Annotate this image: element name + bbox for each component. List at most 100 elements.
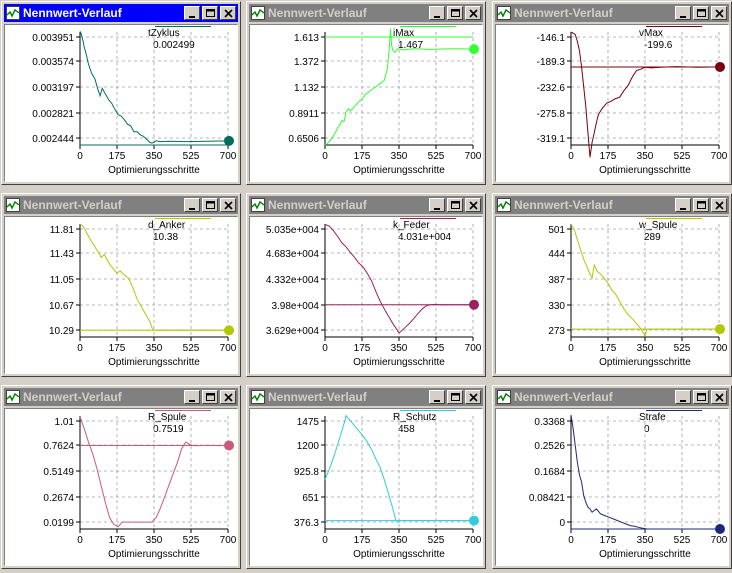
- plot-area: iMax 1.467 1.613 1.372 1.132 0.8911 0.6506 0 175…: [249, 24, 483, 182]
- x-tick-label: 175: [600, 343, 617, 354]
- maximize-button[interactable]: [447, 390, 463, 404]
- maximize-button[interactable]: [202, 198, 218, 212]
- minimize-button[interactable]: [429, 198, 445, 212]
- chart-app-icon: [497, 198, 511, 212]
- minimize-button[interactable]: [184, 390, 200, 404]
- close-button[interactable]: [465, 390, 481, 404]
- series-line: [79, 223, 228, 331]
- close-button[interactable]: [711, 198, 727, 212]
- minimize-icon: [680, 208, 686, 210]
- minimize-button[interactable]: [184, 198, 200, 212]
- y-tick-label: 5.035e+004: [266, 225, 320, 236]
- title-bar[interactable]: Nennwert-Verlauf: [4, 196, 238, 214]
- close-button[interactable]: [220, 6, 236, 20]
- window-title: Nennwert-Verlauf: [514, 198, 613, 212]
- chart-window-1[interactable]: Nennwert-Verlauf iMax 1.467 1.613 1.372 1.132…: [246, 1, 486, 185]
- x-tick-label: 350: [146, 535, 163, 546]
- title-bar[interactable]: Nennwert-Verlauf: [495, 4, 729, 22]
- minimize-button[interactable]: [675, 6, 691, 20]
- chart-app-icon: [251, 6, 265, 20]
- x-tick-label: 525: [674, 343, 691, 354]
- close-button[interactable]: [711, 390, 727, 404]
- title-bar[interactable]: Nennwert-Verlauf: [249, 4, 483, 22]
- window-title: Nennwert-Verlauf: [23, 390, 122, 404]
- line-chart: vMax-199.6 -146.1 -189.3 -232.6 -275.8 -319.1…: [537, 26, 728, 176]
- parameter-name: d_Anker: [148, 220, 186, 231]
- parameter-value: 289: [644, 232, 661, 243]
- plot-area: w_Spule 289 501 444 387 330 273 0 175 350 525 700 Op…: [495, 216, 729, 374]
- close-icon: [224, 201, 233, 210]
- title-bar[interactable]: Nennwert-Verlauf: [249, 388, 483, 406]
- current-value-marker: [224, 325, 234, 336]
- x-tick-label: 175: [354, 535, 371, 546]
- chart-window-8[interactable]: Nennwert-Verlauf Strafe 0 0.3368 0.2526 0.168…: [492, 385, 732, 569]
- x-tick-label: 175: [600, 535, 617, 546]
- maximize-button[interactable]: [693, 198, 709, 212]
- chart-window-4[interactable]: Nennwert-Verlauf k_Feder 4.031e+004 5.035e+…: [246, 193, 486, 377]
- window-title: Nennwert-Verlauf: [268, 6, 367, 20]
- chart-window-6[interactable]: Nennwert-Verlauf R_Spule 0.7519 1.01 0.7624 0…: [1, 385, 241, 569]
- parameter-value: 0.002499: [153, 40, 195, 51]
- x-tick-label: 0: [77, 343, 83, 354]
- maximize-icon: [206, 201, 215, 209]
- y-tick-label: 651: [302, 493, 319, 504]
- close-button[interactable]: [220, 390, 236, 404]
- title-bar[interactable]: Nennwert-Verlauf: [495, 388, 729, 406]
- close-button[interactable]: [465, 198, 481, 212]
- x-tick-label: 350: [637, 151, 654, 162]
- chart-window-0[interactable]: Nennwert-Verlauf tZyklus 0.002499 0.003951 0…: [1, 1, 241, 185]
- parameter-value: 0.7519: [153, 424, 184, 435]
- y-tick-label: 1.01: [55, 417, 75, 428]
- x-tick-label: 0: [322, 535, 328, 546]
- parameter-value: 4.031e+004: [398, 232, 452, 243]
- x-tick-label: 350: [637, 535, 654, 546]
- y-tick-label: 0.003951: [32, 33, 74, 44]
- minimize-button[interactable]: [184, 6, 200, 20]
- close-button[interactable]: [711, 6, 727, 20]
- y-tick-label: 387: [548, 275, 565, 286]
- maximize-button[interactable]: [693, 6, 709, 20]
- maximize-button[interactable]: [447, 6, 463, 20]
- current-value-marker: [224, 135, 234, 146]
- y-tick-label: 444: [548, 249, 565, 260]
- y-tick-label: 11.43: [50, 249, 75, 260]
- chart-window-2[interactable]: Nennwert-Verlauf vMax -199.6 -146.1 -189.3 -2…: [492, 1, 732, 185]
- minimize-button[interactable]: [429, 6, 445, 20]
- title-bar[interactable]: Nennwert-Verlauf: [4, 388, 238, 406]
- chart-app-icon: [6, 6, 20, 20]
- x-tick-label: 700: [711, 343, 728, 354]
- current-value-marker: [469, 44, 479, 55]
- x-tick-label: 0: [568, 343, 574, 354]
- y-tick-label: 0.0199: [43, 518, 74, 529]
- chart-window-3[interactable]: Nennwert-Verlauf d_Anker 10.38 11.81 11.43 11…: [1, 193, 241, 377]
- plot-area: R_Schutz 458 1475 1200 925.8 651 376.3 0 175 350 5…: [249, 408, 483, 566]
- maximize-button[interactable]: [447, 198, 463, 212]
- x-tick-label: 525: [183, 151, 200, 162]
- current-value-marker: [715, 324, 725, 335]
- window-title: Nennwert-Verlauf: [268, 198, 367, 212]
- close-button[interactable]: [220, 198, 236, 212]
- y-tick-label: 0.2674: [43, 493, 74, 504]
- y-tick-label: 1.613: [294, 33, 319, 44]
- maximize-button[interactable]: [693, 390, 709, 404]
- minimize-button[interactable]: [675, 198, 691, 212]
- x-tick-label: 175: [109, 535, 126, 546]
- minimize-button[interactable]: [675, 390, 691, 404]
- title-bar[interactable]: Nennwert-Verlauf: [495, 196, 729, 214]
- title-bar[interactable]: Nennwert-Verlauf: [249, 196, 483, 214]
- maximize-button[interactable]: [202, 6, 218, 20]
- minimize-button[interactable]: [429, 390, 445, 404]
- close-button[interactable]: [465, 6, 481, 20]
- title-bar[interactable]: Nennwert-Verlauf: [4, 4, 238, 22]
- y-tick-label: 501: [548, 225, 565, 236]
- maximize-button[interactable]: [202, 390, 218, 404]
- chart-window-7[interactable]: Nennwert-Verlauf R_Schutz 458 1475 1200 925.8…: [246, 385, 486, 569]
- chart-window-5[interactable]: Nennwert-Verlauf w_Spule 289 501 444 387 330 27…: [492, 193, 732, 377]
- x-tick-label: 350: [391, 151, 408, 162]
- maximize-icon: [697, 9, 706, 17]
- y-tick-label: 0.5149: [43, 467, 74, 478]
- close-icon: [715, 393, 724, 402]
- minimize-icon: [189, 16, 195, 18]
- y-tick-label: 273: [548, 326, 565, 337]
